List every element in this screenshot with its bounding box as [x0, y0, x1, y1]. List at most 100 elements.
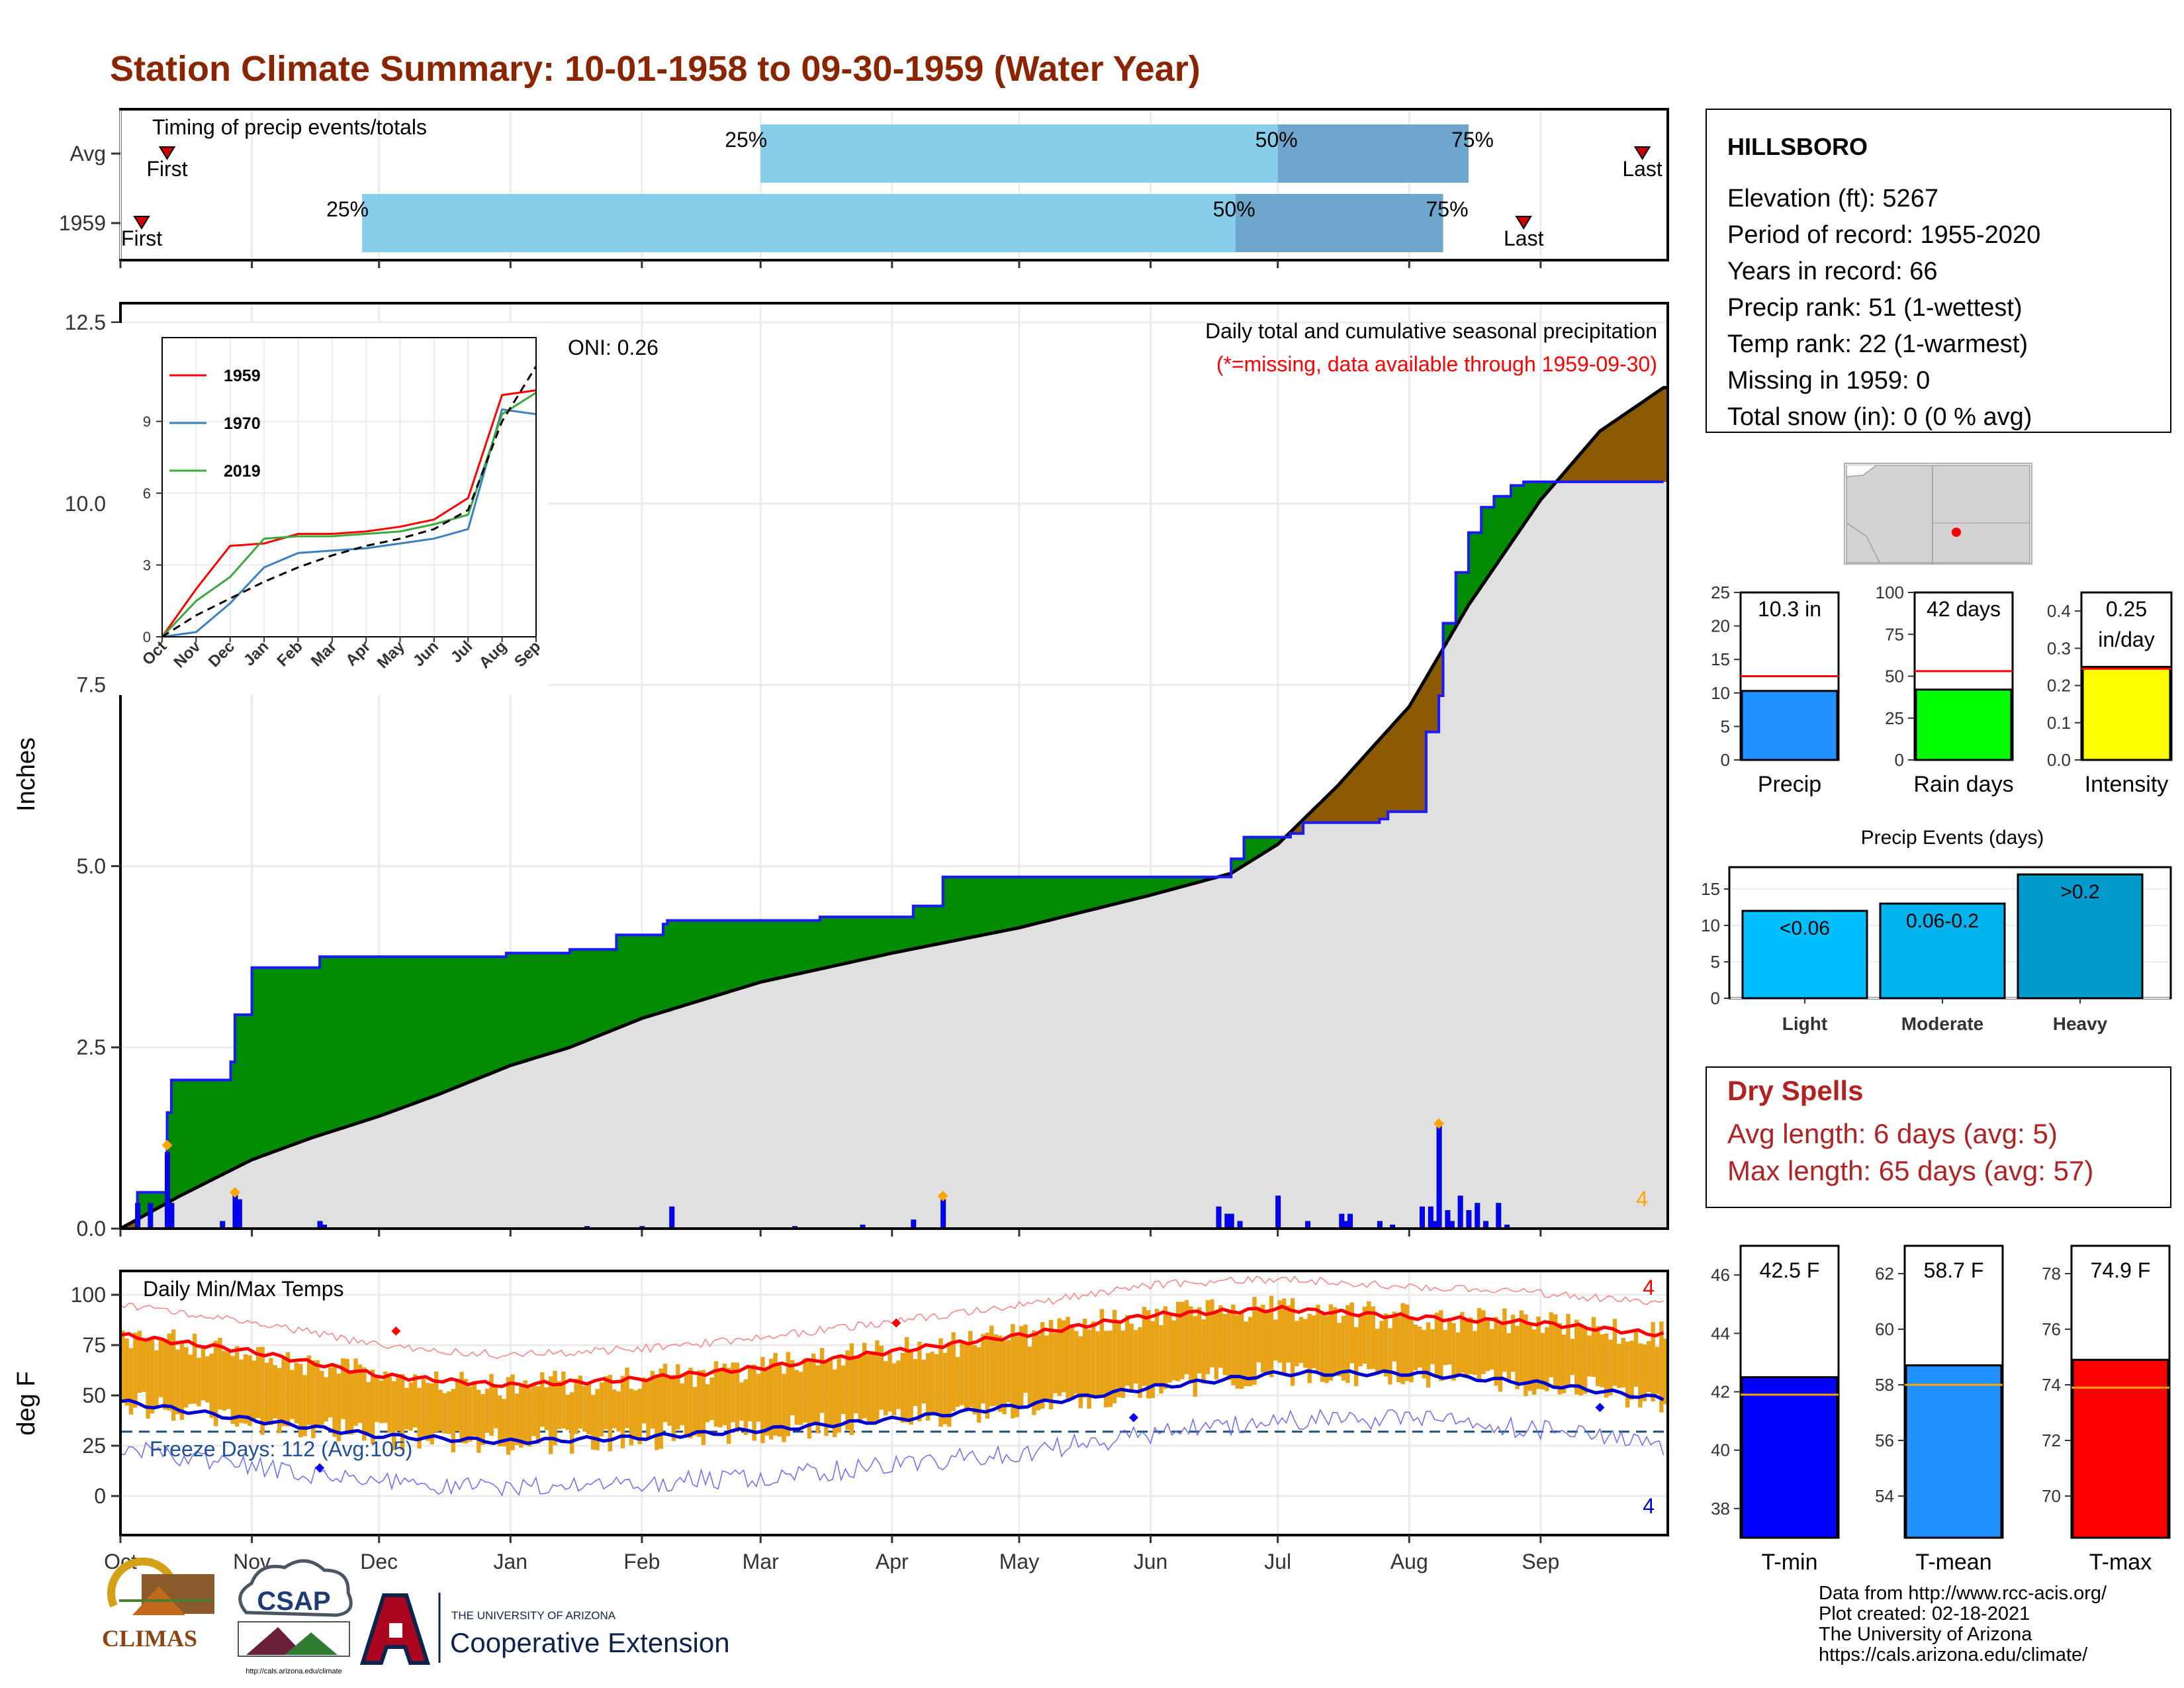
daily-temp-range-bar [1629, 1340, 1634, 1400]
surplus-deficit-slice [201, 1080, 206, 1184]
summary-bar-panels: 10.3 in 0 5 10 15 20 25 Precip 42 days 0 25 50 75 100… [1711, 583, 2173, 797]
surplus-deficit-slice [489, 957, 494, 1074]
daily-temp-range-bar [1651, 1322, 1655, 1402]
surplus-deficit-slice [705, 920, 711, 998]
surplus-deficit-slice [332, 957, 338, 1131]
surplus-deficit-slice [230, 1062, 236, 1170]
daily-temp-range-bar [1210, 1299, 1214, 1368]
surplus-deficit-slice [591, 949, 596, 1038]
daily-temp-range-bar [243, 1354, 248, 1424]
surplus-deficit-slice [1422, 681, 1427, 812]
surplus-deficit-slice [1591, 438, 1596, 482]
surplus-deficit-slice [256, 967, 261, 1158]
surplus-deficit-slice [1316, 805, 1321, 823]
daily-temp-range-bar [599, 1382, 604, 1436]
daily-temp-range-bar [1392, 1311, 1397, 1362]
daily-temp-range-bar [353, 1358, 358, 1427]
first-event-marker [133, 216, 150, 230]
daily-temp-range-bar [357, 1364, 363, 1423]
surplus-deficit-slice [608, 949, 613, 1031]
month-label: Apr [876, 1550, 909, 1573]
panel-title: T-mean [1915, 1550, 1991, 1575]
surplus-deficit-slice [1473, 532, 1478, 596]
daily-temp-range-bar [1205, 1300, 1210, 1374]
daily-temp-range-bar [985, 1333, 990, 1419]
event-bar [2017, 873, 2144, 1000]
daily-precip-bar [1457, 1196, 1463, 1229]
daily-temp-range-bar [171, 1329, 176, 1421]
daily-temp-range-bar [192, 1333, 197, 1404]
surplus-deficit-slice [146, 1192, 151, 1214]
daily-temp-range-bar [790, 1360, 795, 1415]
daily-temp-range-bar [315, 1360, 320, 1429]
daily-precip-bar [236, 1199, 242, 1229]
surplus-deficit-slice [951, 876, 956, 941]
mini-y-tick-label: 5 [1721, 716, 1730, 736]
surplus-deficit-slice [1269, 837, 1274, 849]
daily-temp-range-bar [1019, 1326, 1024, 1409]
surplus-deficit-slice [756, 920, 761, 983]
surplus-deficit-slice [586, 949, 592, 1040]
surplus-deficit-slice [1604, 426, 1609, 482]
value-label: 0.25 [2106, 597, 2147, 621]
daily-temp-range-bar [1473, 1331, 1477, 1375]
daily-temp-range-bar [442, 1393, 447, 1434]
daily-temp-range-bar [1396, 1316, 1401, 1382]
csap-url: http://cals.arizona.edu/climate [246, 1667, 342, 1675]
daily-temp-range-bar [578, 1376, 583, 1429]
daily-temp-range-bar [1146, 1310, 1151, 1399]
daily-temp-range-bar [1468, 1317, 1473, 1374]
surplus-deficit-slice [472, 957, 477, 1080]
event-bar [1741, 910, 1868, 1000]
mini-y-tick-label: 25 [1885, 708, 1904, 728]
surplus-deficit-slice [752, 920, 757, 984]
daily-temp-range-bar [896, 1360, 901, 1409]
daily-temp-range-bar [1248, 1317, 1253, 1387]
surplus-deficit-slice [845, 917, 850, 963]
daily-temp-range-bar [1066, 1317, 1070, 1401]
surplus-deficit-slice [718, 920, 723, 995]
daily-temp-range-bar [604, 1376, 608, 1430]
daily-temp-range-bar [828, 1358, 833, 1428]
surplus-deficit-slice [285, 967, 291, 1147]
surplus-deficit-slice [671, 920, 676, 1009]
surplus-deficit-slice [1069, 876, 1075, 915]
daily-temp-range-bar [489, 1374, 494, 1436]
surplus-deficit-slice [468, 957, 473, 1082]
daily-temp-range-bar [1553, 1314, 1558, 1387]
main-y-tick-label: 10.0 [65, 492, 106, 516]
surplus-deficit-slice [803, 920, 808, 972]
daily-temp-range-bar [1290, 1298, 1295, 1386]
temp-panel-y-tick-label: 58 [1875, 1375, 1894, 1395]
surplus-deficit-slice [1629, 409, 1635, 482]
daily-temp-range-bar [1044, 1335, 1049, 1400]
surplus-deficit-slice [1434, 659, 1439, 732]
daily-temp-range-bar [1519, 1310, 1524, 1383]
surplus-deficit-slice [1027, 876, 1032, 925]
daily-temp-range-bar [387, 1376, 392, 1433]
surplus-deficit-slice [1498, 496, 1503, 559]
value-label: 58.7 F [1924, 1258, 1984, 1282]
surplus-deficit-slice [760, 920, 766, 982]
daily-temp-range-bar [234, 1346, 240, 1427]
surplus-deficit-slice [1125, 876, 1130, 901]
surplus-deficit-slice [862, 917, 868, 959]
daily-precip-bar [135, 1203, 141, 1229]
daily-temp-range-bar [1345, 1305, 1350, 1383]
surplus-deficit-slice [1108, 876, 1113, 906]
daily-temp-range-bar [1460, 1312, 1465, 1373]
surplus-deficit-slice [248, 1014, 253, 1161]
missing-note: (*=missing, data available through 1959-… [1216, 352, 1657, 376]
surplus-deficit-slice [213, 1080, 218, 1178]
daily-temp-range-bar [239, 1359, 244, 1423]
surplus-deficit-slice [1367, 751, 1372, 823]
daily-temp-range-bar [459, 1372, 464, 1443]
surplus-deficit-slice [1277, 837, 1283, 843]
daily-temp-range-bar [1485, 1318, 1490, 1372]
surplus-deficit-slice [1651, 395, 1656, 482]
daily-temp-range-bar [968, 1331, 973, 1407]
surplus-deficit-slice [921, 906, 927, 947]
surplus-deficit-slice [1142, 876, 1147, 897]
surplus-deficit-slice [1248, 837, 1253, 862]
daily-temp-range-bar [290, 1370, 295, 1419]
